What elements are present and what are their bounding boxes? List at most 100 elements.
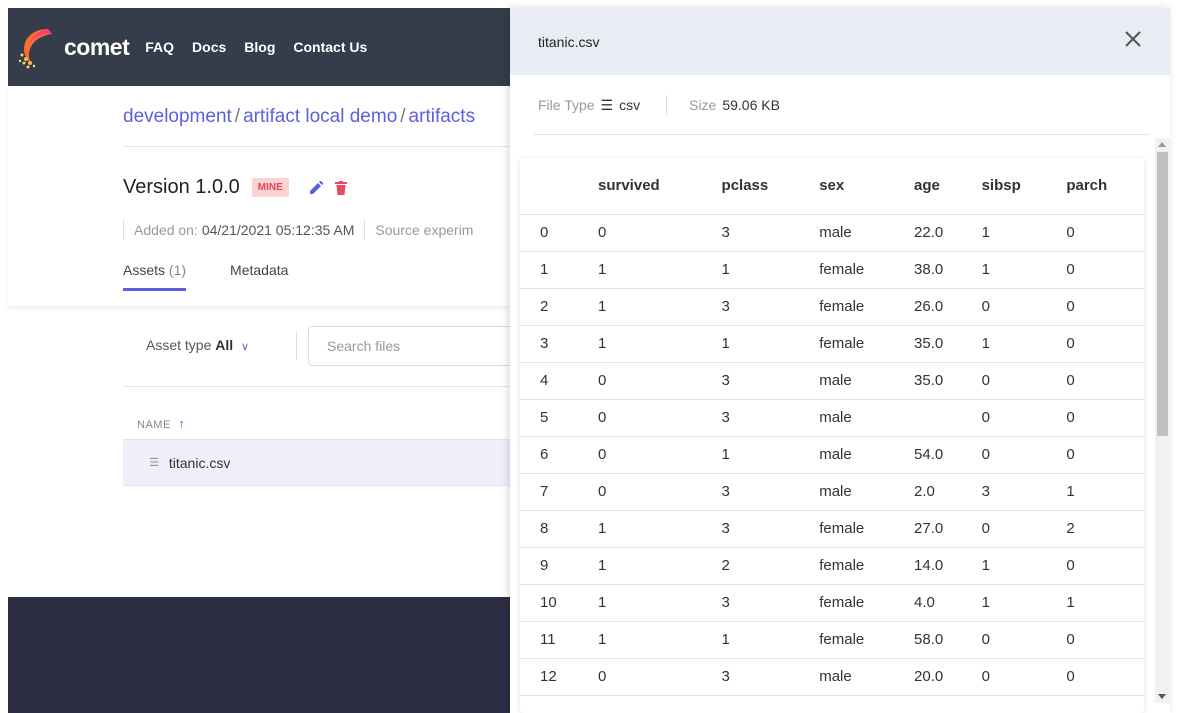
table-cell: 1: [520, 251, 588, 289]
nav-link-contact[interactable]: Contact Us: [293, 39, 368, 55]
artifact-meta: Added on: 04/21/2021 05:12:35 AM Source …: [123, 220, 473, 240]
table-cell: 27.0: [904, 510, 972, 548]
file-list-item[interactable]: ☰ titanic.csv: [123, 439, 518, 486]
scroll-down-arrow-icon[interactable]: [1158, 694, 1166, 699]
close-icon[interactable]: [1122, 28, 1144, 50]
table-cell: 1: [971, 584, 1057, 622]
divider: [123, 386, 510, 387]
column-header-sibsp: sibsp: [971, 158, 1057, 215]
name-column-header[interactable]: NAME ↑: [137, 416, 185, 431]
table-cell: 0: [971, 658, 1057, 696]
edit-icon[interactable]: [309, 180, 323, 195]
nav-link-blog[interactable]: Blog: [244, 39, 276, 55]
table-cell: 1: [588, 288, 712, 326]
table-cell: 0: [1056, 621, 1144, 659]
table-row: 9 1 2 female 14.0 1 0: [520, 547, 1144, 585]
breadcrumb-separator: /: [400, 106, 406, 127]
table-cell: 3: [711, 510, 810, 548]
artifact-header-panel: development / artifact local demo / artifact…: [8, 86, 510, 306]
table-cell: 1: [588, 621, 712, 659]
page-footer: [8, 597, 510, 713]
table-cell: 0: [1056, 325, 1144, 363]
table-row: 11 1 1 female 58.0 0 0: [520, 621, 1144, 659]
table-cell: 2: [520, 288, 588, 326]
divider: [123, 220, 124, 240]
table-cell: 0: [1056, 251, 1144, 289]
table-cell: 8: [520, 510, 588, 548]
divider: [666, 95, 668, 115]
scroll-thumb[interactable]: [1157, 152, 1168, 436]
table-cell: 0: [971, 621, 1057, 659]
index-column-header: [520, 158, 588, 215]
table-cell: 12: [520, 658, 588, 696]
table-cell: female: [809, 621, 905, 659]
comet-logo-icon: [18, 25, 58, 69]
table-cell: 1: [588, 510, 712, 548]
table-row: 7 0 3 male 2.0 3 1: [520, 473, 1144, 511]
version-title: Version 1.0.0: [123, 176, 240, 198]
name-column-label: NAME: [137, 419, 171, 431]
table-cell: male: [809, 362, 905, 400]
table-cell: 35.0: [904, 325, 972, 363]
column-header-survived: survived: [588, 158, 712, 215]
table-cell: 0: [971, 362, 1057, 400]
table-cell: [904, 399, 972, 437]
breadcrumb-workspace[interactable]: development: [123, 106, 232, 127]
breadcrumb-project[interactable]: artifact local demo: [243, 106, 398, 127]
column-header-pclass: pclass: [711, 158, 810, 215]
table-row: 12 0 3 male 20.0 0 0: [520, 658, 1144, 696]
nav-link-docs[interactable]: Docs: [192, 39, 227, 55]
search-placeholder: Search files: [327, 338, 401, 354]
scrollbar[interactable]: [1155, 138, 1170, 703]
search-files-input[interactable]: Search files: [308, 326, 518, 366]
file-type-list-icon: ☰: [600, 96, 614, 113]
mine-badge: MINE: [251, 178, 289, 197]
table-row: 2 1 3 female 26.0 0 0: [520, 288, 1144, 326]
version-heading: Version 1.0.0 MINE: [123, 176, 347, 199]
size-value: 59.06 KB: [722, 97, 780, 113]
table-cell: 0: [588, 214, 712, 252]
nav-link-faq[interactable]: FAQ: [145, 39, 175, 55]
divider: [364, 220, 366, 240]
table-cell: female: [809, 251, 905, 289]
file-name: titanic.csv: [168, 454, 231, 471]
table-cell: 11: [520, 621, 588, 659]
file-info-bar: File Type ☰ csv Size 59.06 KB: [538, 95, 780, 115]
table-cell: 1: [711, 325, 810, 363]
table-cell: 1: [971, 547, 1057, 585]
source-experiment-label: Source experim: [375, 222, 474, 238]
scroll-up-arrow-icon[interactable]: [1158, 142, 1166, 147]
breadcrumb-artifacts[interactable]: artifacts: [408, 106, 476, 127]
tab-assets[interactable]: Assets (1): [123, 262, 187, 291]
table-cell: 0: [588, 399, 712, 437]
tab-assets-count: (1): [168, 262, 187, 278]
table-cell: male: [809, 399, 905, 437]
comet-logo[interactable]: comet: [18, 25, 130, 69]
added-label: Added on:: [134, 222, 198, 238]
table-cell: 0: [1056, 399, 1144, 437]
table-cell: 0: [588, 436, 712, 474]
table-cell: 1: [711, 251, 810, 289]
table-cell: 1: [1056, 584, 1144, 622]
table-cell: 0: [588, 362, 712, 400]
table-cell: 4: [520, 362, 588, 400]
table-cell: 4.0: [904, 584, 972, 622]
table-cell: 0: [971, 436, 1057, 474]
table-row: 3 1 1 female 35.0 1 0: [520, 325, 1144, 363]
table-cell: 0: [588, 658, 712, 696]
sort-ascending-icon: ↑: [178, 416, 186, 431]
table-cell: female: [809, 510, 905, 548]
table-row: 0 0 3 male 22.0 1 0: [520, 214, 1144, 252]
divider: [123, 146, 510, 147]
artifact-tabs: Assets (1) Metadata: [123, 262, 332, 291]
table-cell: female: [809, 584, 905, 622]
delete-icon[interactable]: [334, 180, 347, 195]
table-cell: 1: [588, 325, 712, 363]
table-cell: 10: [520, 584, 588, 622]
table-cell: male: [809, 658, 905, 696]
tab-assets-label: Assets: [123, 262, 166, 278]
table-cell: 0: [1056, 658, 1144, 696]
table-cell: 1: [971, 251, 1057, 289]
asset-type-filter[interactable]: Asset type All ∨: [146, 337, 249, 353]
tab-metadata[interactable]: Metadata: [230, 262, 288, 291]
